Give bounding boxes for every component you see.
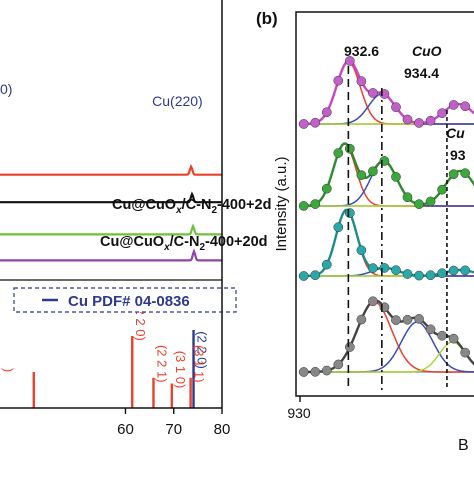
b-stack-3-point-6 xyxy=(356,245,367,256)
b-stack-2-point-10 xyxy=(402,192,413,203)
b-stack-2-component-1 xyxy=(299,143,474,207)
b-stack-3-point-12 xyxy=(425,270,436,281)
b-stack-3-point-4 xyxy=(333,222,344,233)
b-peak-guides xyxy=(347,66,448,390)
b-annotation-932-6: 932.6 xyxy=(344,43,379,59)
b-stack-1-point-2 xyxy=(310,117,321,128)
b-stack-3-point-14 xyxy=(448,265,459,276)
b-stack-1-point-14 xyxy=(448,100,459,110)
b-stack-4-point-2 xyxy=(310,366,321,377)
b-stack-2-envelope xyxy=(299,142,474,208)
b-stack-4-point-1 xyxy=(298,367,309,377)
b-stack-3-point-7 xyxy=(368,263,378,273)
b-x-axis-label-partial: B xyxy=(458,437,469,454)
b-stack-4-point-12 xyxy=(425,324,436,335)
b-annotation-cuo: CuO xyxy=(412,43,442,59)
b-stack-3-point-5 xyxy=(344,208,355,218)
b-stack-4-point-9 xyxy=(391,315,401,325)
b-stack-4-point-5 xyxy=(344,342,355,352)
b-stack-4-point-13 xyxy=(437,330,447,341)
b-stack-4-point-14 xyxy=(448,333,459,344)
b-stack-4-point-15 xyxy=(460,347,471,358)
b-stack-4-point-4 xyxy=(333,359,344,370)
b-stack-1-point-12 xyxy=(425,115,436,126)
a-reference2-label-1: (2 2 0) xyxy=(133,303,148,341)
b-annotation-cu: Cu xyxy=(446,125,465,141)
b-stack-4-point-7 xyxy=(368,296,378,307)
b-stack-3-point-2 xyxy=(310,270,321,281)
a-pattern-2 xyxy=(0,191,222,204)
panel-b: (b) 932.6 CuO 934.4 Cu 93 Intensity (a.u… xyxy=(256,9,474,454)
b-annotation-93: 93 xyxy=(450,147,466,163)
b-stack-2-point-9 xyxy=(391,172,401,182)
b-stack-2-point-7 xyxy=(368,166,378,177)
b-stack-4-point-11 xyxy=(414,314,424,324)
a-annotation-cu220: Cu(220) xyxy=(152,93,203,109)
b-stack-2-point-13 xyxy=(437,184,447,195)
b-stack-2-point-4 xyxy=(333,148,344,158)
b-plot-frame xyxy=(295,11,474,397)
b-stack-3-point-15 xyxy=(460,265,471,276)
b-stack-3-point-13 xyxy=(437,268,447,279)
a-legend-green-label: Cu@CuOx/C-N2-400+2d xyxy=(112,197,271,216)
a-reference-lines: (2 2 0) (2 2 0) (2 2 1) (3 1 0) (3 1 1)) xyxy=(1,303,210,408)
a-pattern-3 xyxy=(0,223,222,236)
b-stack-2-point-12 xyxy=(425,196,436,207)
b-stack-1-point-15 xyxy=(460,101,471,112)
b-stack-2-point-1 xyxy=(298,201,309,211)
b-stack-2-point-11 xyxy=(414,199,424,209)
a-pattern-4 xyxy=(0,248,222,262)
a-x-tick-label-70: 70 xyxy=(165,421,182,438)
b-stack-3-point-9 xyxy=(391,265,401,276)
panel-a: (2 2 0) (2 2 0) (2 2 1) (3 1 0) (3 1 1)) Cu … xyxy=(0,0,271,438)
a-x-tick-label-60: 60 xyxy=(117,421,134,438)
a-x-ticks: 60 70 80 xyxy=(117,408,230,438)
b-xps-curves xyxy=(298,56,474,377)
b-stack-1-point-4 xyxy=(333,75,344,86)
a-pattern-1 xyxy=(0,163,222,176)
b-annotation-934-4: 934.4 xyxy=(404,65,439,81)
b-stack-1-point-11 xyxy=(414,118,424,128)
a-reference2-edge-label: ) xyxy=(1,368,16,372)
b-stack-1-point-3 xyxy=(321,107,332,118)
b-stack-3-point-3 xyxy=(321,259,332,270)
b-stack-3-point-10 xyxy=(402,269,413,279)
b-stack-2-point-14 xyxy=(448,169,459,180)
b-stack-3-point-11 xyxy=(414,270,424,281)
b-x-tick-label-930: 930 xyxy=(287,405,311,421)
b-stack-2-point-6 xyxy=(356,170,367,180)
b-stack-2-component-2 xyxy=(300,160,474,207)
a-diffraction-patterns xyxy=(0,163,222,262)
a-reference2-label-3: (3 1 0) xyxy=(173,351,188,389)
b-stack-1-point-9 xyxy=(391,102,401,112)
b-stack-4-component-2 xyxy=(300,321,474,373)
b-stack-4-point-10 xyxy=(402,314,413,325)
a-reference2-label-2: (2 2 1) xyxy=(154,345,169,383)
b-stack-1-point-6 xyxy=(356,76,367,87)
b-stack-1-point-10 xyxy=(402,114,413,125)
a-reference-legend-label: Cu PDF# 04-0836 xyxy=(68,293,190,310)
b-stack-3-point-1 xyxy=(298,271,309,281)
b-stack-1-point-13 xyxy=(437,108,447,118)
b-stack-2-point-3 xyxy=(321,183,332,194)
a-annotation-partial: 0) xyxy=(0,81,12,97)
b-stack-1-point-7 xyxy=(368,88,378,98)
b-stack-4-point-3 xyxy=(321,365,332,376)
b-stack-4-point-6 xyxy=(356,314,367,325)
a-reference-line-label-cu220: (2 2 0) xyxy=(195,331,210,369)
b-stack-1-point-1 xyxy=(298,119,309,129)
b-y-axis-label: Intensity (a.u.) xyxy=(273,156,290,251)
b-stack-2-point-15 xyxy=(460,168,471,179)
b-stack-2-point-5 xyxy=(344,143,355,154)
a-reference2-label-4: (3 1 1) xyxy=(192,345,207,383)
b-panel-label: (b) xyxy=(256,9,278,28)
b-stack-1-point-5 xyxy=(344,56,355,66)
a-x-tick-label-80: 80 xyxy=(214,421,231,438)
a-legend-purple-label: Cu@CuOx/C-N2-400+20d xyxy=(100,234,268,253)
b-stack-2-point-2 xyxy=(310,199,321,209)
